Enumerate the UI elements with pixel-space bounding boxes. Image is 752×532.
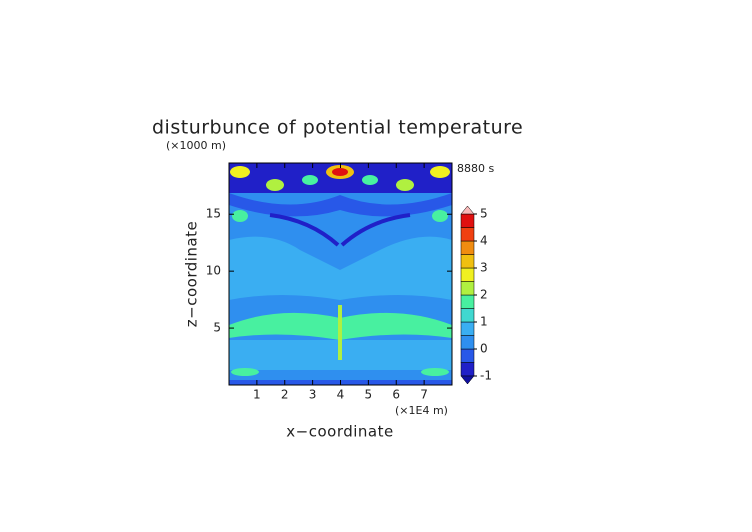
colorbar-under <box>460 375 475 385</box>
colorbar-band <box>460 321 475 336</box>
y-unit: (×1000 m) <box>166 139 226 152</box>
contour-field <box>229 163 452 385</box>
x-tick-label: 7 <box>420 388 428 402</box>
colorbar-band <box>460 213 475 228</box>
colorbar-tick-label: 1 <box>480 315 488 329</box>
colorbar-band <box>460 335 475 350</box>
colorbar-over <box>460 205 475 215</box>
colorbar-tick-label: 4 <box>480 234 488 248</box>
x-tick-label: 3 <box>309 388 317 402</box>
y-axis-label: z−coordinate <box>183 221 201 327</box>
colorbar-band <box>460 267 475 282</box>
colorbar-band <box>460 227 475 242</box>
x-unit: (×1E4 m) <box>395 404 448 417</box>
colorbar-band <box>460 254 475 269</box>
chart-title: disturbunce of potential temperature <box>152 117 523 139</box>
x-tick-label: 6 <box>392 388 400 402</box>
x-tick-label: 4 <box>337 388 345 402</box>
colorbar-tick-label: 2 <box>480 288 488 302</box>
colorbar-band <box>460 281 475 296</box>
colorbar-band <box>460 308 475 323</box>
colorbar-tick-label: 5 <box>480 207 488 221</box>
colorbar-tick-label: 0 <box>480 342 488 356</box>
y-tick-label: 5 <box>213 321 221 335</box>
colorbar-tick-label: -1 <box>480 369 492 383</box>
colorbar-band <box>460 294 475 309</box>
x-axis-label: x−coordinate <box>286 423 393 441</box>
y-tick-label: 15 <box>206 207 221 221</box>
colorbar-band <box>460 240 475 255</box>
y-tick-label: 10 <box>206 264 221 278</box>
colorbar-band <box>460 362 475 377</box>
x-tick-label: 1 <box>253 388 261 402</box>
colorbar-band <box>460 348 475 363</box>
time-label: 8880 s <box>457 162 494 175</box>
colorbar-tick-label: 3 <box>480 261 488 275</box>
x-tick-label: 2 <box>281 388 289 402</box>
x-tick-label: 5 <box>365 388 373 402</box>
